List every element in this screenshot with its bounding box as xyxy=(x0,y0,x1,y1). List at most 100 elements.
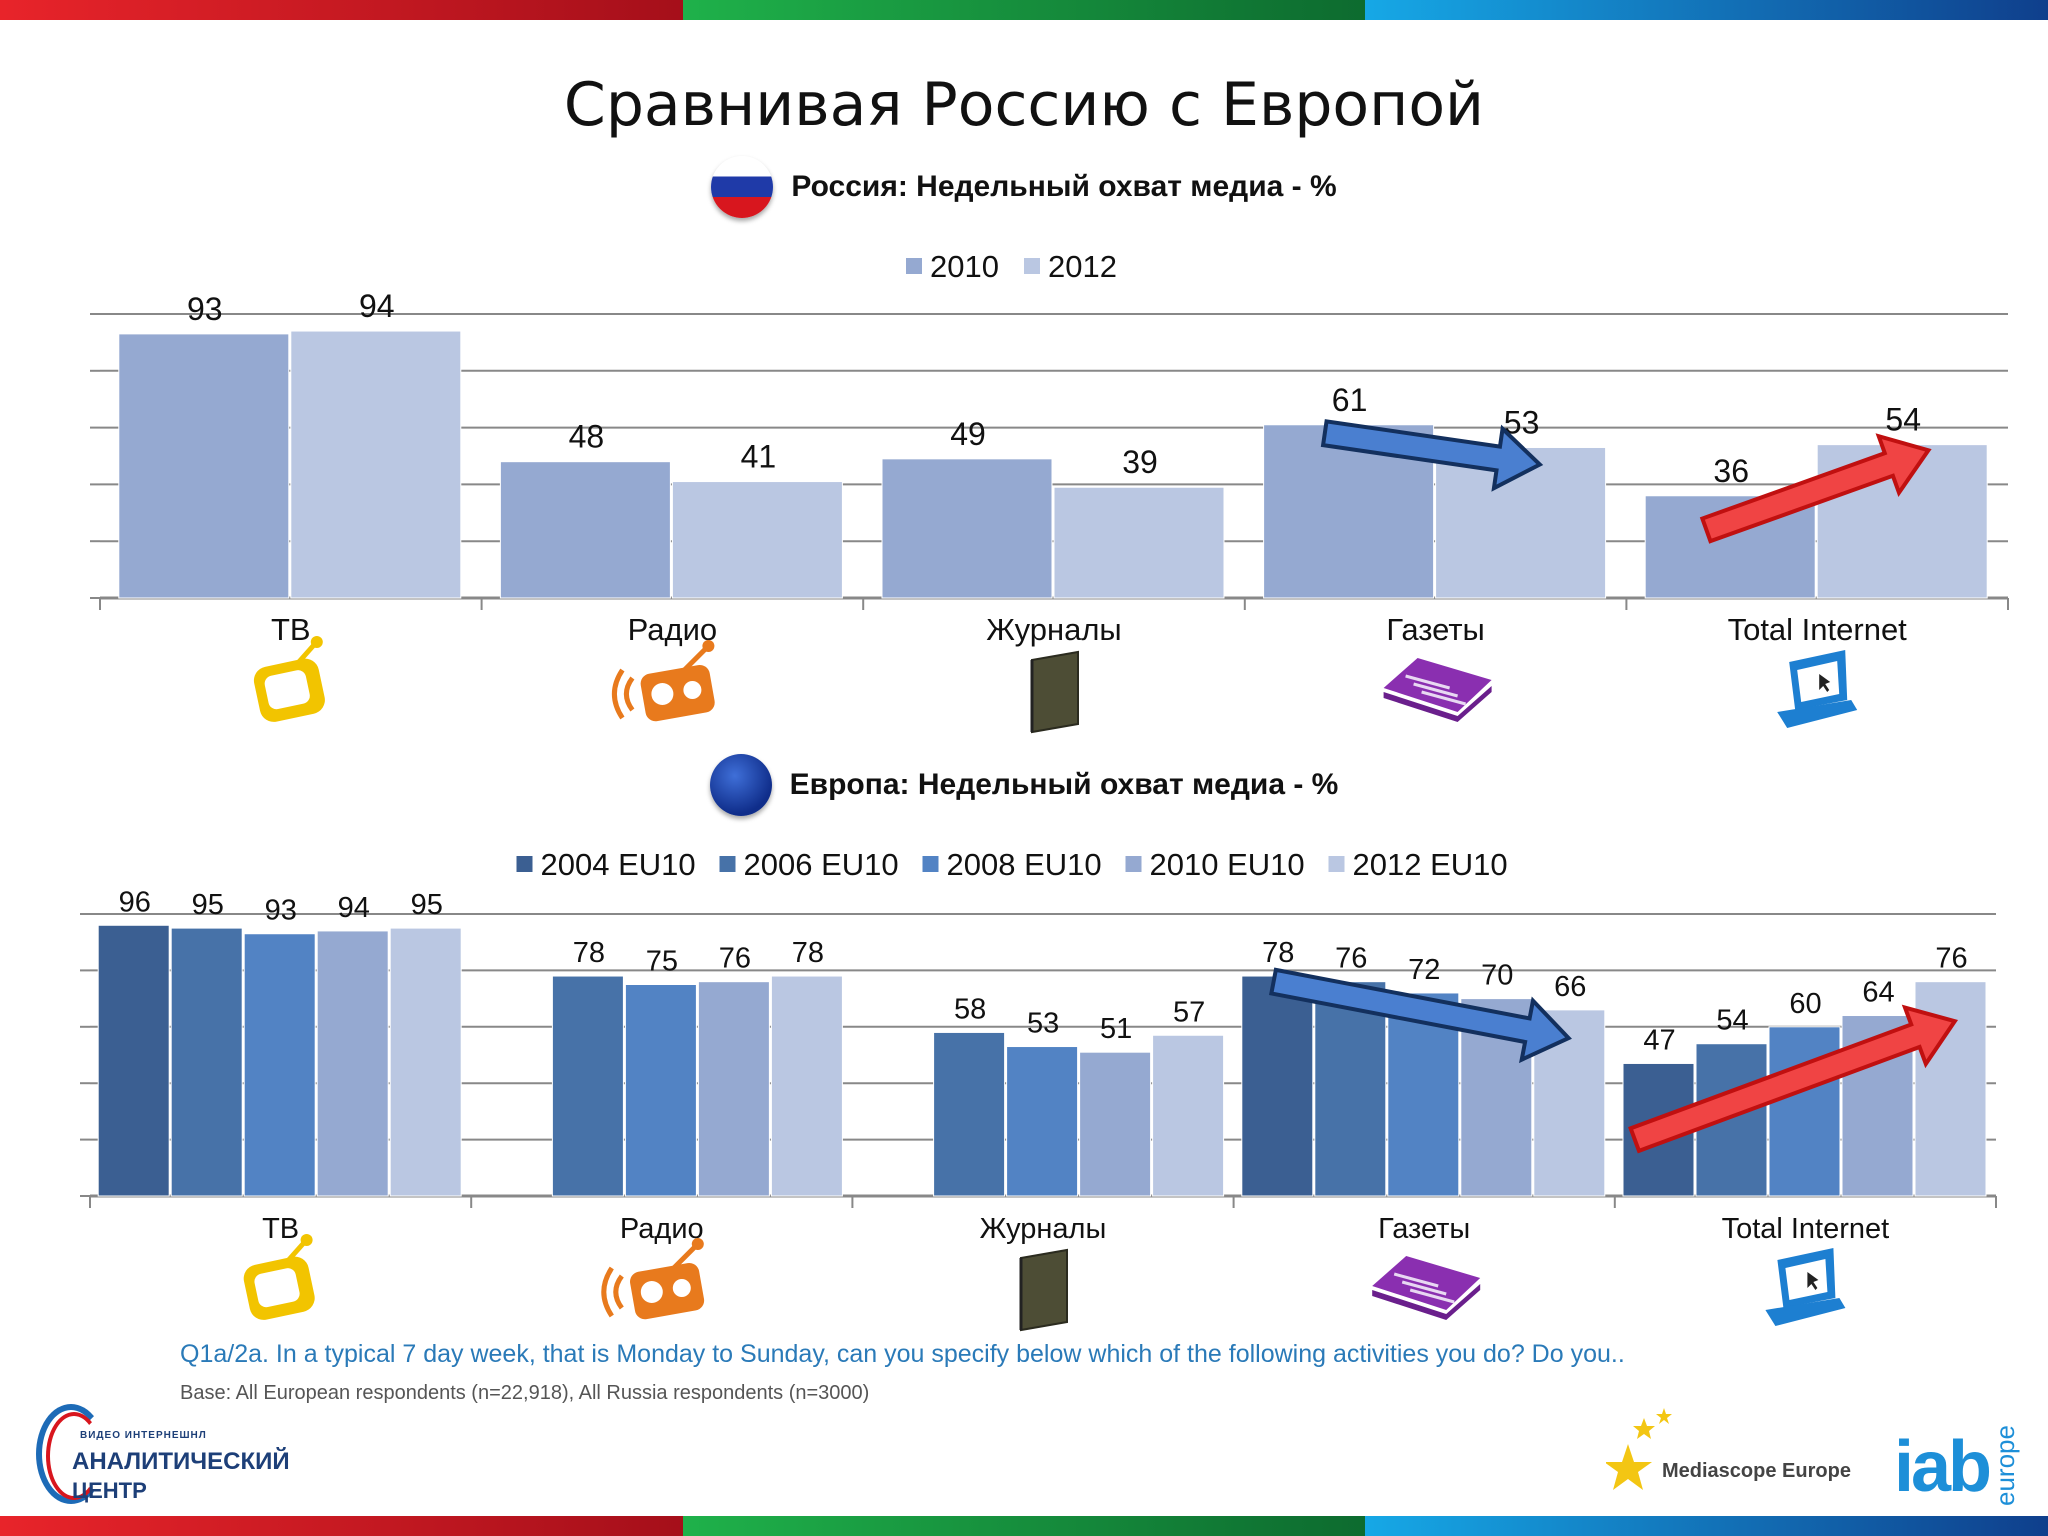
eu-legend-swatch xyxy=(1328,856,1345,872)
eu-bar xyxy=(1314,981,1387,1197)
newspaper-icon xyxy=(1372,1256,1481,1320)
mediascope-text: Mediascope Europe xyxy=(1662,1460,1851,1482)
eu-category-label: Журналы xyxy=(980,1213,1107,1245)
eu-data-label: 93 xyxy=(265,895,297,927)
bottom-color-stripe xyxy=(0,1516,2048,1536)
eu-data-label: 64 xyxy=(1862,977,1894,1009)
analytic-center-logo: ВИДЕО ИНТЕРНЕШНЛ АНАЛИТИЧЕСКИЙ ЦЕНТР xyxy=(36,1400,336,1510)
eu-bar xyxy=(97,924,170,1197)
magazine-icon xyxy=(1019,1248,1068,1332)
eu-data-label: 53 xyxy=(1027,1008,1059,1040)
ru-legend-swatch xyxy=(906,258,922,274)
eu-legend-label: 2006 EU10 xyxy=(744,847,899,882)
magazine-icon xyxy=(1030,650,1079,734)
eu-bar xyxy=(1152,1034,1225,1197)
ru-legend-swatch xyxy=(1024,258,1040,274)
ru-data-label: 41 xyxy=(741,439,777,475)
ru-data-label: 48 xyxy=(569,419,605,455)
eu-category-label: Total Internet xyxy=(1722,1213,1890,1245)
eu-data-label: 54 xyxy=(1716,1005,1748,1037)
ru-category-label: Газеты xyxy=(1386,612,1485,647)
ru-category-label: Журналы xyxy=(986,612,1121,647)
top-color-stripe xyxy=(0,0,2048,20)
logo-line-1: ВИДЕО ИНТЕРНЕШНЛ xyxy=(80,1430,207,1441)
ru-data-label: 54 xyxy=(1885,402,1921,438)
ru-bar xyxy=(671,481,843,599)
logo-line-3: ЦЕНТР xyxy=(72,1478,147,1503)
eu-legend-label: 2012 EU10 xyxy=(1353,847,1508,882)
eu-data-label: 57 xyxy=(1173,996,1205,1028)
eu-bar xyxy=(243,933,316,1197)
eu-bar-chart: 2004 EU10 2006 EU10 2008 EU10 2010 EU10 2012… xyxy=(80,847,1997,1332)
eu-legend-swatch xyxy=(1125,856,1142,872)
ru-bar xyxy=(499,461,671,599)
ru-data-label: 93 xyxy=(187,291,223,327)
eu-data-label: 76 xyxy=(719,943,751,975)
ru-bar xyxy=(118,333,290,599)
star-icon xyxy=(1606,1408,1672,1490)
eu-data-label: 70 xyxy=(1481,960,1513,992)
ru-legend-label: 2012 xyxy=(1048,249,1117,284)
eu-bar xyxy=(170,927,243,1197)
ru-data-label: 61 xyxy=(1332,382,1368,418)
eu-legend-label: 2004 EU10 xyxy=(541,847,696,882)
ru-data-label: 94 xyxy=(359,288,395,324)
eu-bar xyxy=(1241,975,1314,1197)
eu-data-label: 95 xyxy=(411,889,443,921)
eu-data-label: 78 xyxy=(1262,937,1294,969)
ru-category-label: ТВ xyxy=(271,612,311,647)
eu-bar xyxy=(551,975,624,1197)
eu-data-label: 60 xyxy=(1789,988,1821,1020)
eu-legend-label: 2010 EU10 xyxy=(1150,847,1305,882)
eu-category-label: Радио xyxy=(620,1213,704,1245)
iab-europe-text: europe xyxy=(1990,1425,2020,1506)
eu-bar xyxy=(1768,1026,1841,1197)
eu-data-label: 78 xyxy=(792,937,824,969)
eu-bar xyxy=(624,984,697,1197)
eu-bar xyxy=(697,981,770,1197)
eu-data-label: 78 xyxy=(573,937,605,969)
eu-legend-label: 2008 EU10 xyxy=(947,847,1102,882)
eu-bar xyxy=(316,930,389,1197)
eu-bar xyxy=(1079,1051,1152,1197)
ru-trend-arrow-up xyxy=(1699,433,1932,544)
eu-flag-icon xyxy=(709,754,772,816)
eu-trend-arrow-up xyxy=(1628,1004,1959,1154)
eu-trend-arrow-down xyxy=(1269,967,1572,1064)
eu-category-label: ТВ xyxy=(262,1213,299,1245)
ru-data-label: 49 xyxy=(950,416,986,452)
ru-bar xyxy=(1053,486,1225,599)
ru-category-label: Total Internet xyxy=(1728,612,1908,647)
eu-bar xyxy=(770,975,843,1197)
ru-category-label: Радио xyxy=(628,612,718,647)
ru-data-label: 36 xyxy=(1713,453,1749,489)
ru-legend: 2010 2012 xyxy=(906,249,1117,284)
iab-europe-logo: iab europe xyxy=(1890,1396,2030,1516)
eu-legend: 2004 EU10 2006 EU10 2008 EU10 2010 EU10 2012… xyxy=(516,847,1508,882)
ru-trend-arrow-down xyxy=(1320,419,1544,492)
mediascope-logo: Mediascope Europe xyxy=(1606,1404,1866,1494)
eu-data-label: 76 xyxy=(1335,943,1367,975)
eu-data-label: 58 xyxy=(954,993,986,1025)
eu-category-label: Газеты xyxy=(1378,1213,1470,1245)
eu-data-label: 96 xyxy=(119,886,151,918)
tv-icon xyxy=(243,1234,315,1320)
eu-bar xyxy=(1006,1046,1079,1197)
russia-chart-title: Россия: Недельный охват медиа - % xyxy=(791,170,1337,203)
eu-data-label: 47 xyxy=(1643,1024,1675,1056)
russia-chart-header: Россия: Недельный охват медиа - % xyxy=(0,156,2048,218)
eu-legend-swatch xyxy=(516,856,533,872)
ru-bar xyxy=(290,330,462,599)
eu-bar xyxy=(933,1031,1006,1197)
russia-flag-icon xyxy=(711,156,774,218)
iab-text: iab xyxy=(1894,1427,1992,1507)
eu-data-label: 51 xyxy=(1100,1013,1132,1045)
eu-data-label: 76 xyxy=(1935,943,1967,975)
eu-bar xyxy=(389,927,462,1197)
laptop-icon xyxy=(1765,1248,1846,1326)
eu-legend-swatch xyxy=(922,856,939,872)
europe-chart-title: Европа: Недельный охват медиа - % xyxy=(789,768,1339,801)
radio-icon xyxy=(611,640,715,722)
